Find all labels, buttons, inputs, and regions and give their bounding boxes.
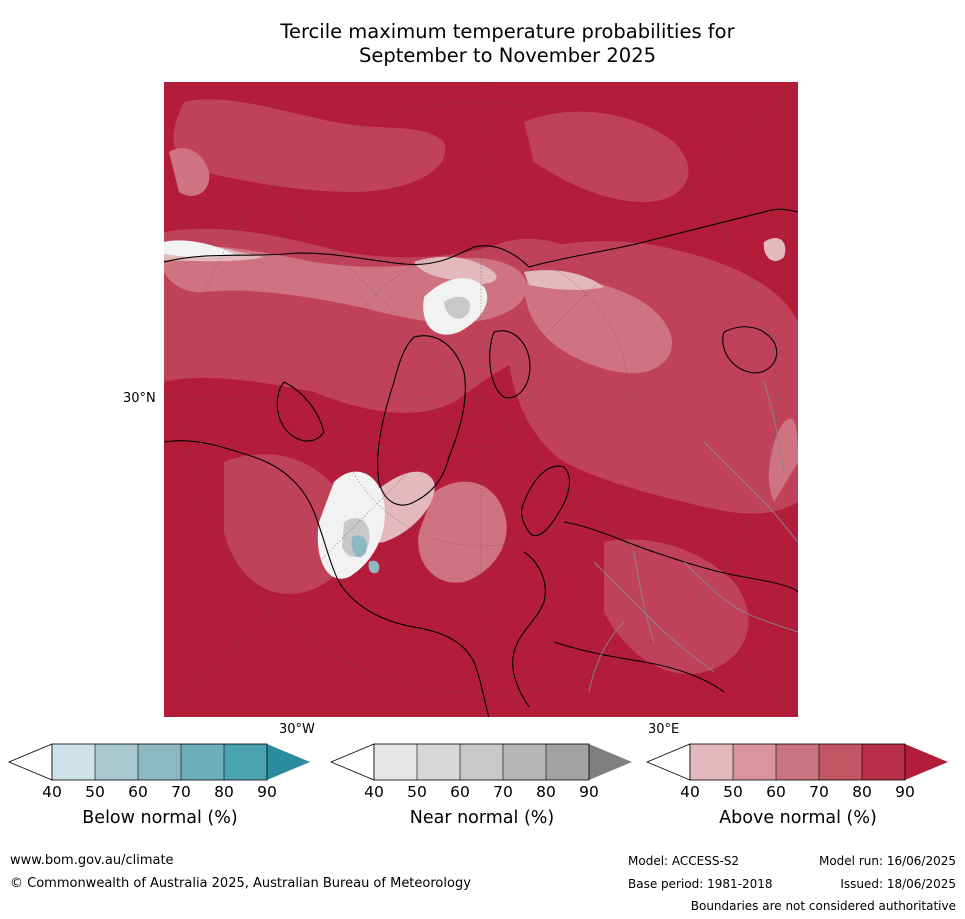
coastlines [164, 208, 798, 717]
tick-label: 40 [680, 783, 700, 801]
tick-label: 50 [85, 783, 105, 801]
graticule [164, 82, 798, 717]
title-line-2: September to November 2025 [358, 44, 657, 67]
tick-label: 90 [895, 783, 915, 801]
tick-label: 70 [493, 783, 513, 801]
tick-label: 40 [42, 783, 62, 801]
colorbar-near-label: Near normal (%) [409, 808, 555, 828]
tick-label: 90 [257, 783, 277, 801]
tick-label: 80 [214, 783, 234, 801]
colorbar-near-normal [330, 743, 632, 781]
tick-label: 50 [407, 783, 427, 801]
colorbar-above-normal [646, 743, 948, 781]
colorbar-above-label: Above normal (%) [719, 808, 877, 828]
footer-disclaimer: Boundaries are not considered authoritat… [690, 899, 956, 913]
tick-label: 40 [364, 783, 384, 801]
footer-base-period: Base period: 1981-2018 [628, 877, 773, 891]
tick-label: 70 [171, 783, 191, 801]
forecast-map [164, 82, 798, 717]
tick-label: 80 [536, 783, 556, 801]
lon-label-30e: 30°E [648, 722, 680, 737]
tick-label: 60 [450, 783, 470, 801]
tick-label: 60 [128, 783, 148, 801]
footer-model: Model: ACCESS-S2 [628, 854, 740, 868]
tick-label: 90 [579, 783, 599, 801]
tick-label: 50 [723, 783, 743, 801]
tick-label: 80 [852, 783, 872, 801]
below-normal-regions [351, 535, 380, 574]
tick-label: 60 [766, 783, 786, 801]
map-graphic [164, 82, 798, 717]
country-boundaries [588, 381, 798, 693]
colorbar-below-normal [8, 743, 310, 781]
lat-label-30n: 30°N [123, 391, 156, 406]
title-line-1: Tercile maximum temperature probabilitie… [280, 20, 735, 43]
footer-issued: Issued: 18/06/2025 [840, 877, 956, 891]
footer-url: www.bom.gov.au/climate [10, 853, 174, 868]
tick-label: 70 [809, 783, 829, 801]
lon-label-30w: 30°W [279, 722, 315, 737]
chart-title: Tercile maximum temperature probabilitie… [0, 20, 965, 68]
footer-copyright: © Commonwealth of Australia 2025, Austra… [10, 876, 471, 891]
colorbar-below-label: Below normal (%) [82, 808, 238, 828]
footer-model-run: Model run: 16/06/2025 [818, 854, 956, 868]
